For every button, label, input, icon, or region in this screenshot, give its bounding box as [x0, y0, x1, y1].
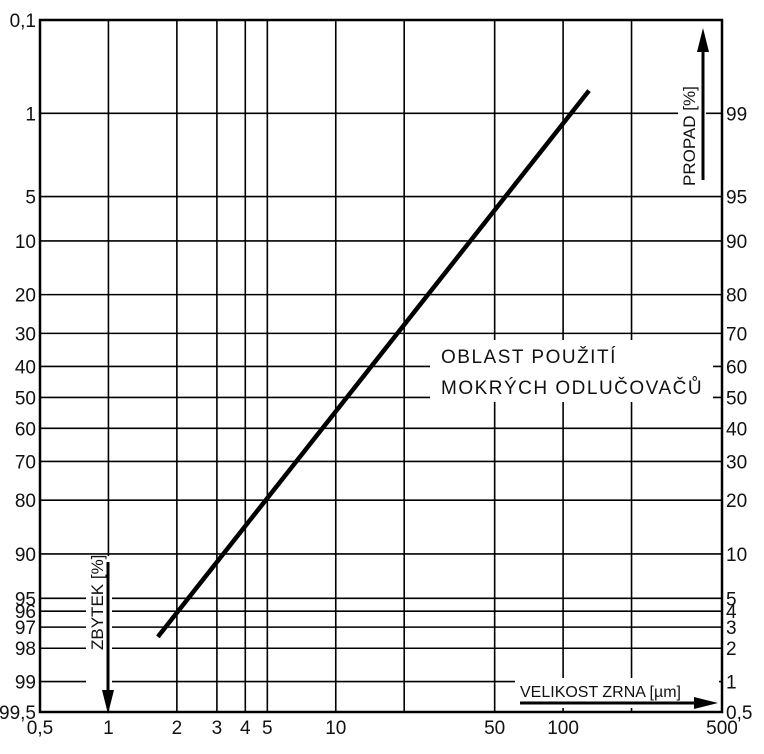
x-tick-label: 4	[240, 718, 251, 739]
left-tick-label: 60	[15, 419, 36, 440]
left-axis-title-text: ZBYTEK [%]	[88, 555, 107, 650]
left-tick-label: 90	[15, 545, 36, 566]
annotation-background	[430, 340, 713, 402]
right-tick-label: 50	[726, 388, 747, 409]
left-tick-label: 99	[15, 673, 36, 694]
left-tick-label: 96	[15, 602, 36, 623]
x-tick-labels: 0,5 1 2 3 4 5 10 50 100 500	[27, 718, 738, 739]
right-tick-label: 60	[726, 357, 747, 378]
annotation-line-1: OBLAST POUŽITÍ	[441, 346, 617, 368]
left-tick-label: 30	[15, 324, 36, 345]
left-axis-title: ZBYTEK [%]	[86, 555, 114, 714]
right-tick-label: 40	[726, 419, 747, 440]
left-tick-label: 95	[15, 589, 36, 610]
right-tick-label: 2	[726, 639, 737, 660]
left-tick-label: 5	[25, 188, 36, 209]
x-tick-label: 0,5	[27, 718, 53, 739]
left-tick-label: 40	[15, 357, 36, 378]
x-axis-title-text: VELIKOST ZRNA [µm]	[520, 684, 681, 701]
right-axis-arrow-head	[697, 28, 709, 52]
right-tick-label: 80	[726, 286, 747, 307]
right-tick-label: 10	[726, 545, 747, 566]
x-tick-label: 1	[103, 718, 114, 739]
left-tick-label: 70	[15, 452, 36, 473]
left-tick-label: 97	[15, 618, 36, 639]
right-tick-label: 20	[726, 491, 747, 512]
left-tick-label: 20	[15, 286, 36, 307]
x-tick-label: 10	[325, 718, 346, 739]
x-tick-label: 2	[172, 718, 183, 739]
annotation-box: OBLAST POUŽITÍ MOKRÝCH ODLUČOVAČŮ	[430, 340, 722, 501]
left-tick-label: 10	[15, 232, 36, 253]
x-axis-arrow-head	[694, 697, 718, 709]
right-tick-label: 70	[726, 324, 747, 345]
right-tick-label: 1	[726, 673, 737, 694]
right-tick-label: 90	[726, 232, 747, 253]
annotation-line-2: MOKRÝCH ODLUČOVAČŮ	[441, 377, 703, 399]
right-tick-label: 3	[726, 618, 737, 639]
right-axis-title: PROPAD [%]	[678, 24, 709, 190]
right-tick-label: 5	[726, 589, 737, 610]
left-tick-label: 80	[15, 491, 36, 512]
x-tick-label: 3	[212, 718, 223, 739]
plot-frame	[38, 18, 724, 714]
left-tick-label: 98	[15, 639, 36, 660]
left-tick-label: 50	[15, 388, 36, 409]
right-tick-label: 95	[726, 188, 747, 209]
horizontal-gridlines	[40, 112, 722, 683]
series-layer	[156, 89, 591, 639]
right-tick-label: 4	[726, 602, 737, 623]
left-tick-label: 0,1	[10, 11, 36, 32]
left-tick-label: 1	[25, 104, 36, 125]
x-tick-label: 100	[547, 718, 579, 739]
right-tick-label: 99	[726, 104, 747, 125]
right-tick-label: 30	[726, 452, 747, 473]
right-tick-label: 0,5	[726, 703, 752, 724]
left-axis-arrow-head	[102, 690, 114, 714]
left-tick-label: 99,5	[0, 703, 36, 724]
x-axis-title: VELIKOST ZRNA [µm]	[515, 678, 719, 709]
series-line	[156, 89, 591, 639]
x-tick-label: 5	[262, 718, 273, 739]
right-axis-title-text: PROPAD [%]	[680, 86, 699, 186]
x-tick-label: 500	[706, 718, 738, 739]
x-tick-label: 50	[484, 718, 505, 739]
